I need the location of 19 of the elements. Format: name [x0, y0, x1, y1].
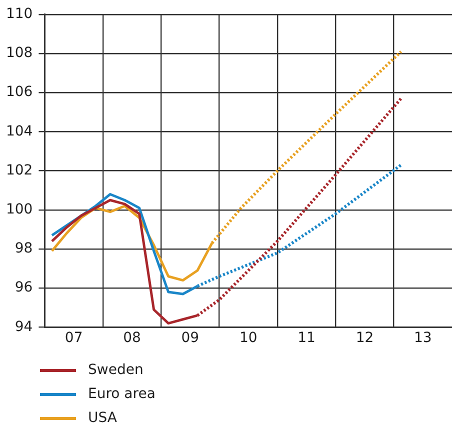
x-tick-label: 11 [298, 330, 316, 346]
y-tick-label: 104 [6, 123, 33, 140]
x-tick-label: 07 [64, 330, 83, 346]
y-tick-label: 110 [6, 6, 33, 22]
legend-label: Sweden [88, 362, 144, 378]
y-tick-label: 108 [6, 45, 33, 62]
x-tick-label: 08 [123, 330, 141, 346]
y-tick-label: 106 [6, 84, 33, 100]
y-tick-label: 100 [6, 202, 33, 218]
y-tick-label: 98 [14, 240, 33, 257]
y-tick-label: 96 [14, 280, 33, 296]
y-tick-label: 102 [6, 162, 33, 178]
legend-label: Euro area [88, 386, 156, 402]
x-tick-label: 13 [414, 330, 432, 346]
y-tick-label: 94 [14, 318, 33, 335]
legend-label: USA [88, 410, 117, 426]
x-tick-label: 09 [181, 330, 200, 346]
x-tick-label: 10 [239, 330, 258, 346]
x-tick-label: 12 [356, 330, 374, 346]
